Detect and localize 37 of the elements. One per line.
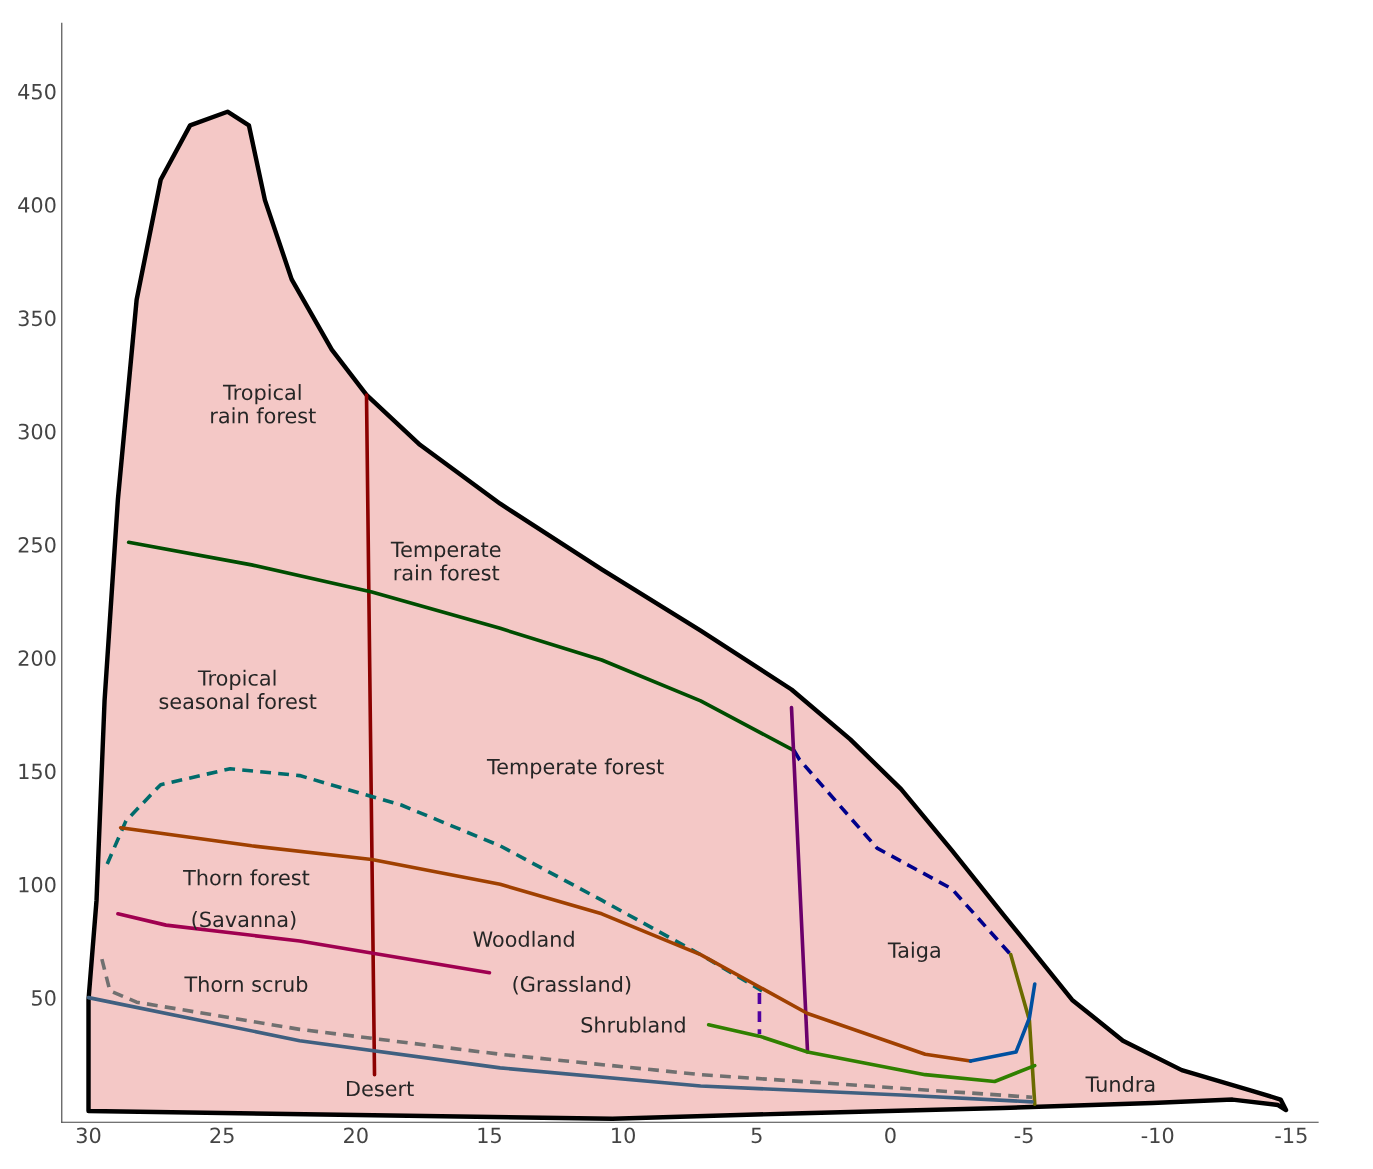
x-tick-label: 15 (478, 1127, 501, 1144)
line-series (86, 995, 1034, 1104)
annotation: Tundra (1085, 1075, 1155, 1093)
annotation: Thorn scrub (184, 975, 308, 993)
line-series (118, 825, 973, 1063)
annotation: Tropical seasonal forest (159, 669, 317, 710)
annotation: Shrubland (581, 1016, 685, 1033)
y-tick-label: 300 (18, 423, 56, 440)
annotation: Woodland (473, 930, 574, 947)
annotation: Tropical rain forest (211, 384, 316, 424)
annotation: Temperate rain forest (390, 541, 501, 581)
x-tick-label: 5 (751, 1127, 762, 1144)
x-tick-label: 10 (612, 1127, 635, 1144)
line-series (126, 540, 796, 753)
x-tick-label: 20 (344, 1127, 368, 1144)
annotation: Thorn forest (183, 869, 310, 886)
annotation: Temperate forest (486, 758, 664, 779)
annotation: Desert (347, 1080, 414, 1097)
x-tick-label: -15 (1275, 1127, 1307, 1144)
x-tick-label: 30 (76, 1127, 101, 1144)
y-tick-label: 450 (18, 83, 56, 100)
line-series (706, 1023, 1037, 1084)
x-tick-label: -5 (1014, 1127, 1033, 1144)
x-tick-label: -10 (1141, 1127, 1174, 1144)
annotation: (Savanna) (192, 911, 296, 930)
y-tick-label: 350 (18, 310, 56, 327)
y-tick-label: 400 (18, 197, 56, 213)
x-tick-label: 25 (210, 1127, 234, 1144)
line-series (968, 982, 1037, 1063)
annotation: Taiga (887, 941, 940, 962)
annotation: (Grassland) (513, 975, 631, 995)
x-tick-label: 0 (885, 1127, 896, 1144)
y-tick-label: 100 (19, 876, 56, 893)
y-tick-label: 50 (32, 990, 56, 1006)
y-tick-label: 250 (18, 536, 56, 553)
y-tick-label: 150 (19, 763, 56, 780)
y-tick-label: 200 (18, 650, 56, 666)
